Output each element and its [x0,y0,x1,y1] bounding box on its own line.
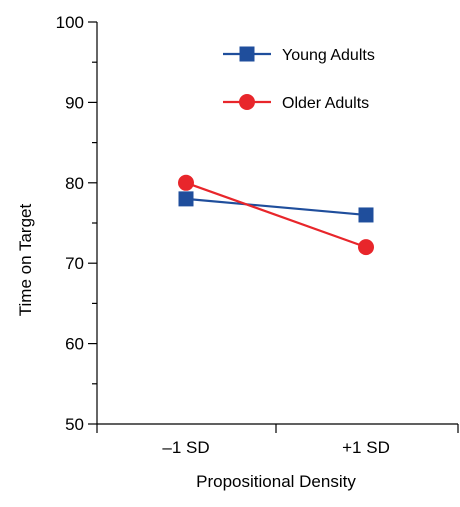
legend-marker [239,46,255,62]
y-tick-label: 70 [65,254,84,273]
axes: 50 60 70 80 90 100 –1 SD +1 SD [56,13,459,457]
legend-label: Older Adults [282,95,369,112]
x-axis-title: Propositional Density [196,472,356,491]
series-line-1 [185,197,367,217]
y-tick-label: 60 [65,335,84,354]
data-point-series-1 [358,207,374,223]
legend-label: Young Adults [282,47,375,64]
y-tick-label: 80 [65,174,84,193]
series-layer [178,174,374,256]
y-axis-title: Time on Target [16,204,35,317]
data-point-series-2 [178,174,194,191]
y-tick-label: 90 [65,93,84,112]
legend-marker [239,94,255,110]
series-line-2 [185,181,367,249]
data-point-series-2 [358,239,374,256]
y-tick-label: 100 [56,13,84,32]
legend: Young Adults Older Adults [223,46,375,112]
data-point-series-1 [178,191,194,207]
x-tick-label: –1 SD [162,438,209,457]
x-tick-label: +1 SD [342,438,390,457]
y-tick-label: 50 [65,415,84,434]
